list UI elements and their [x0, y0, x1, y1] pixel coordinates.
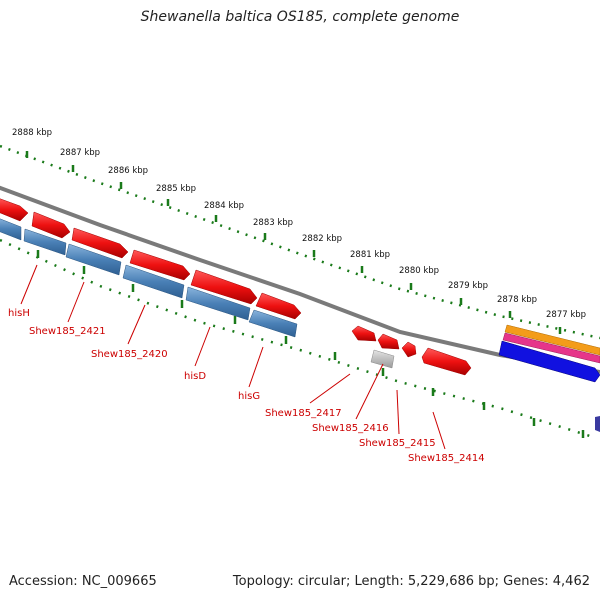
gene-label-hisg: hisG [238, 391, 260, 402]
gene-feature[interactable] [421, 347, 472, 376]
gene-label-shew185-2416: Shew185_2416 [312, 423, 389, 434]
magenta-track [502, 332, 600, 364]
gene-feature[interactable] [351, 325, 377, 342]
inner-tick-ring [0, 238, 591, 438]
scale-label: 2881 kbp [350, 250, 390, 260]
scale-label: 2879 kbp [448, 281, 488, 291]
gene-label-shew185-2417: Shew185_2417 [265, 408, 342, 419]
scale-label: 2888 kbp [12, 128, 52, 138]
gene-feature[interactable] [185, 286, 251, 321]
gene-feature[interactable] [0, 218, 22, 241]
scale-label: 2886 kbp [108, 166, 148, 176]
scale-label: 2882 kbp [302, 234, 342, 244]
scale-label: 2878 kbp [497, 295, 537, 305]
navy-track-fragment [595, 416, 600, 432]
gene-feature[interactable] [65, 243, 122, 276]
orange-track [504, 324, 600, 356]
gene-feature[interactable] [71, 227, 129, 259]
gene-feature[interactable] [248, 309, 298, 338]
scale-label: 2877 kbp [546, 310, 586, 320]
gene-feature[interactable] [190, 269, 258, 305]
scale-label: 2885 kbp [156, 184, 196, 194]
map-title: Shewanella baltica OS185, complete genom… [140, 9, 460, 25]
blue-track [498, 340, 600, 383]
pseudo-gene-feature[interactable] [370, 349, 395, 369]
scale-label: 2883 kbp [253, 218, 293, 228]
gene-feature[interactable] [122, 264, 185, 299]
gene-label-hisd: hisD [184, 371, 206, 382]
gene-feature[interactable] [255, 292, 302, 320]
gene-feature[interactable] [0, 198, 29, 222]
gene-feature[interactable] [377, 333, 400, 350]
scale-label: 2880 kbp [399, 266, 439, 276]
gene-label-shew185-2414: Shew185_2414 [408, 453, 485, 464]
label-leader-lines [20, 264, 446, 450]
gene-label-hish: hisH [8, 308, 30, 319]
inner-major-ticks [36, 250, 585, 438]
gene-feature[interactable] [23, 228, 67, 256]
reverse-strand-genes [0, 218, 298, 338]
gene-feature[interactable] [129, 249, 191, 281]
accession-text: Accession: NC_009665 [9, 574, 157, 589]
forward-strand-genes [0, 198, 472, 376]
gene-label-shew185-2420: Shew185_2420 [91, 349, 168, 360]
gene-label-shew185-2415: Shew185_2415 [359, 438, 436, 449]
scale-label: 2884 kbp [204, 201, 244, 211]
gene-feature[interactable] [401, 341, 417, 358]
topology-text: Topology: circular; Length: 5,229,686 bp… [232, 574, 590, 589]
gene-feature[interactable] [31, 211, 71, 239]
scale-label: 2887 kbp [60, 148, 100, 158]
outer-major-ticks [25, 151, 562, 334]
gene-label-shew185-2421: Shew185_2421 [29, 326, 106, 337]
